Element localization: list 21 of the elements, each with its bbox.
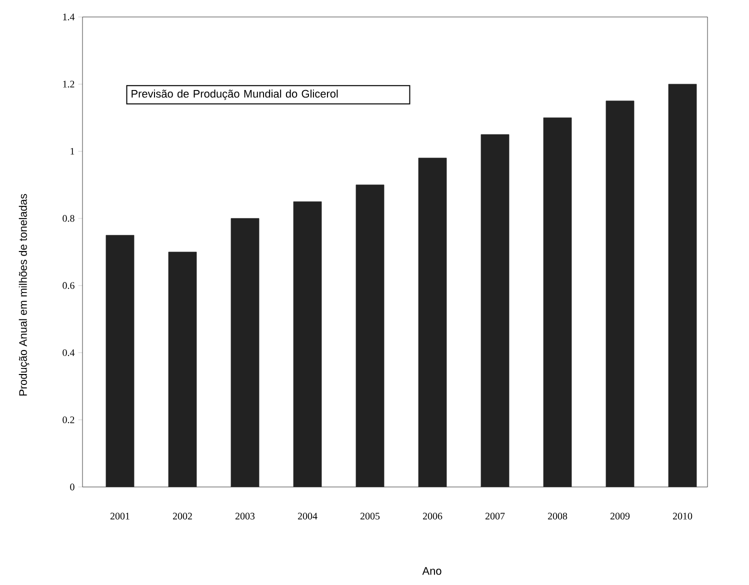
y-tick-label: 0.6: [62, 282, 74, 289]
x-tick-label: 2009: [610, 512, 630, 520]
x-tick-label: 2001: [110, 512, 130, 520]
y-tick-label: 0.4: [62, 349, 75, 356]
y-tick-label: 0.2: [62, 416, 74, 424]
x-tick-label: 2003: [235, 512, 255, 520]
text: Previsão de Produção Mundial do Glicerol: [132, 90, 338, 100]
y-tick-label: 0.8: [62, 215, 74, 222]
x-tick-label: 2010: [672, 512, 692, 520]
x-tick-label: 2005: [360, 512, 380, 520]
y-tick-label: 1.2: [63, 80, 74, 88]
x-axis-title: Ano: [422, 567, 442, 575]
x-tick-label: 2004: [298, 512, 318, 520]
x-tick-label: 2006: [422, 512, 442, 520]
y-axis-title: Produção Anual em milhões de toneladas: [18, 194, 30, 396]
x-tick-label: 2007: [485, 512, 505, 520]
x-tick-label: 2008: [548, 512, 568, 520]
y-tick-label: 0: [70, 484, 74, 490]
y-tick-label: 1.4: [63, 14, 75, 20]
y-tick-label: 1: [70, 148, 74, 155]
x-tick-label: 2002: [172, 512, 192, 520]
